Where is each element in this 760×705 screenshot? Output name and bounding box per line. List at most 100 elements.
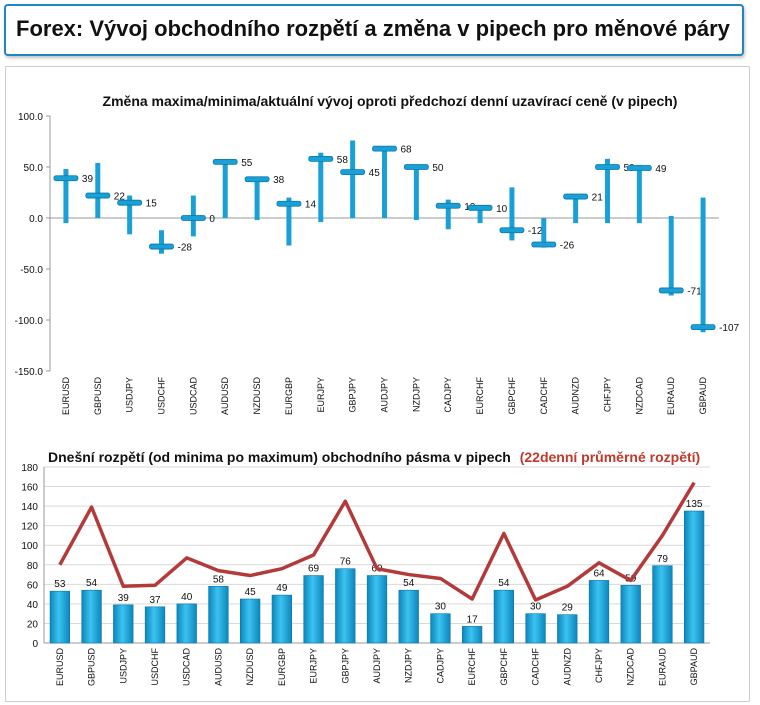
- bar: [303, 575, 324, 644]
- range-bar: [541, 218, 547, 248]
- range-bar: [636, 164, 642, 224]
- range-data-label: 22: [114, 192, 126, 203]
- range-category-label: USDCAD: [188, 377, 198, 416]
- range-bar: [668, 215, 674, 296]
- range-data-label: 0: [209, 214, 215, 225]
- range-category-label: NZDCAD: [634, 377, 644, 415]
- range-data-label: -26: [560, 241, 575, 252]
- range-current-marker: [563, 193, 589, 200]
- range-bar: [413, 164, 419, 221]
- bar: [557, 614, 578, 644]
- range-current-marker: [53, 175, 79, 182]
- bar-category-label: AUDJPY: [372, 648, 382, 684]
- header-box: Forex: Vývoj obchodního rozpětí a změna …: [4, 4, 744, 56]
- range-bar: [445, 199, 451, 230]
- range-data-label: 45: [369, 168, 381, 179]
- range-current-marker: [117, 199, 143, 206]
- bar-data-label: 54: [86, 578, 98, 589]
- bar-tick-label: 100: [21, 541, 38, 552]
- range-data-label: -28: [178, 243, 193, 254]
- range-data-label: 21: [592, 193, 604, 204]
- range-category-label: EURJPY: [316, 377, 326, 413]
- bar: [462, 626, 483, 644]
- range-bar: [286, 197, 292, 246]
- range-category-label: GBPCHF: [507, 377, 517, 415]
- range-bar: [222, 159, 228, 218]
- bar-category-label: GBPCHF: [499, 648, 509, 686]
- range-tick-label: -150.0: [15, 367, 44, 378]
- bar-data-label: 53: [54, 579, 66, 590]
- bar-data-label: 17: [467, 614, 479, 625]
- range-bar: [382, 146, 387, 218]
- range-category-label: USDJPY: [125, 377, 135, 413]
- range-data-label: -12: [528, 226, 543, 237]
- range-data-label: 55: [241, 158, 253, 169]
- range-category-label: CADCHF: [539, 376, 549, 414]
- bar-category-label: AUDUSD: [213, 648, 223, 687]
- range-bar: [318, 152, 324, 223]
- range-category-label: EURCHF: [475, 376, 485, 414]
- range-chart-title: Změna maxima/minima/aktuální vývoj oprot…: [103, 93, 678, 109]
- bar-category-label: USDCAD: [182, 648, 192, 687]
- range-current-marker: [244, 176, 270, 183]
- bar-tick-label: 40: [27, 600, 39, 611]
- bar-category-label: EURJPY: [309, 648, 319, 684]
- range-data-label: 49: [655, 164, 667, 175]
- range-category-label: USDCHF: [157, 376, 167, 414]
- bar-data-label: 54: [403, 578, 415, 589]
- bar-data-label: 29: [562, 603, 574, 614]
- bar-tick-label: 160: [21, 483, 38, 494]
- bar: [366, 575, 388, 644]
- range-current-marker: [499, 227, 525, 234]
- bar-chart-title: Dnešní rozpětí (od minima po maximum) ob…: [48, 449, 700, 465]
- range-category-label: NZDJPY: [411, 377, 421, 412]
- bar-data-label: 45: [245, 587, 257, 598]
- bar: [493, 589, 514, 644]
- range-tick-label: -50.0: [20, 265, 43, 276]
- bar-data-label: 39: [118, 593, 130, 604]
- range-current-marker: [658, 287, 684, 294]
- bar: [271, 594, 292, 644]
- range-tick-label: 100.0: [18, 112, 43, 123]
- range-current-marker: [595, 164, 620, 170]
- bar-category-label: USDCHF: [150, 647, 160, 685]
- range-data-label: 39: [82, 174, 94, 185]
- range-bar: [254, 177, 260, 221]
- range-current-marker: [690, 324, 716, 331]
- bar-chart: Dnešní rozpětí (od minima po maximum) ob…: [21, 449, 710, 686]
- range-category-label: EURGBP: [284, 377, 294, 415]
- range-tick-label: -100.0: [15, 316, 44, 327]
- range-current-marker: [85, 192, 111, 199]
- bar-data-label: 64: [593, 568, 605, 579]
- bar: [49, 590, 70, 644]
- bar-category-label: NZDUSD: [245, 648, 255, 686]
- bar: [430, 613, 451, 644]
- range-bar: [573, 195, 579, 224]
- range-category-label: GBPJPY: [348, 377, 358, 413]
- range-current-marker: [212, 158, 238, 165]
- range-tick-label: 50.0: [24, 163, 44, 174]
- range-bar: [350, 140, 356, 218]
- range-chart: Změna maxima/minima/aktuální vývoj oprot…: [15, 93, 740, 415]
- bar-data-label: 79: [657, 554, 669, 565]
- bar-category-label: GBPAUD: [689, 648, 699, 686]
- bar-tick-label: 80: [27, 561, 39, 572]
- bar: [176, 603, 197, 644]
- range-current-marker: [467, 204, 493, 211]
- range-tick-label: 0.0: [29, 214, 43, 225]
- average-range-line: [58, 481, 696, 602]
- range-category-label: CADJPY: [443, 377, 453, 413]
- range-category-label: EURUSD: [61, 377, 71, 416]
- range-category-label: AUDNZD: [571, 377, 581, 415]
- bar-data-label: 69: [308, 564, 320, 575]
- range-current-marker: [149, 243, 174, 250]
- range-current-marker: [435, 202, 461, 209]
- bar-data-label: 30: [530, 602, 542, 613]
- bar-category-label: CADJPY: [435, 648, 445, 684]
- range-data-label: 10: [496, 204, 508, 215]
- bar-tick-label: 20: [27, 619, 39, 630]
- bar: [398, 589, 419, 644]
- range-bar: [477, 205, 483, 224]
- bar-tick-label: 140: [21, 502, 38, 513]
- bar-data-label: 40: [181, 592, 193, 603]
